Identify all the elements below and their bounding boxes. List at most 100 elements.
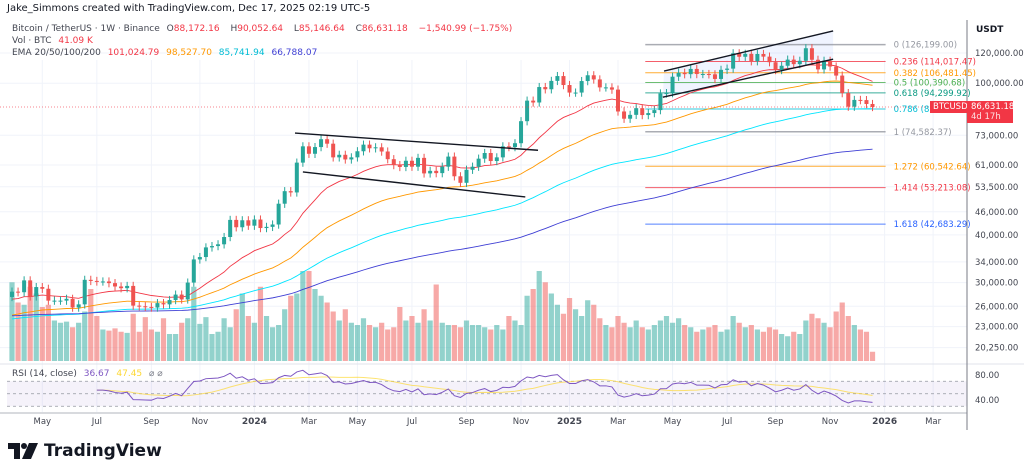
symbol-price-tag: BTCUSDT xyxy=(930,101,976,113)
volume-bar xyxy=(15,302,21,361)
candle-body xyxy=(476,158,481,167)
volume-bar xyxy=(791,331,797,361)
candle-body xyxy=(58,300,63,302)
candle xyxy=(482,148,487,163)
candle xyxy=(809,44,814,64)
candle-body xyxy=(664,93,669,95)
candle xyxy=(306,142,311,158)
candle-body xyxy=(761,53,766,57)
volume-bar xyxy=(554,304,560,361)
volume-bar xyxy=(712,325,718,361)
candle-body xyxy=(719,69,724,79)
candle-body xyxy=(391,159,396,166)
volume-bar xyxy=(566,298,573,361)
symbol-legend[interactable]: Bitcoin / TetherUS · 1W · Binance O88,17… xyxy=(12,24,516,34)
volume-bar xyxy=(869,351,876,361)
candle xyxy=(658,89,663,115)
candle-body xyxy=(28,280,33,297)
volume-bar xyxy=(421,309,427,361)
price-axis-label: 120,000.00 xyxy=(975,49,1024,59)
candle xyxy=(397,160,402,172)
candle xyxy=(464,165,469,187)
candle-body xyxy=(464,169,469,183)
candle xyxy=(300,142,305,167)
candle xyxy=(767,52,772,67)
volume-bar xyxy=(9,282,15,361)
candle-body xyxy=(549,80,554,90)
time-axis-label: Mar xyxy=(301,417,318,427)
candle xyxy=(282,187,287,208)
volume-bar xyxy=(857,329,863,361)
candle-body xyxy=(270,224,275,227)
volume-bar xyxy=(754,329,760,361)
rsi-legend[interactable]: RSI (14, close) 36.67 47.45 ⌀ ⌀ xyxy=(12,369,167,379)
candle xyxy=(476,154,481,171)
volume-bar xyxy=(70,327,76,361)
candle-body xyxy=(149,306,154,308)
time-axis-label: May xyxy=(34,417,52,427)
candle xyxy=(537,82,542,107)
candle-body xyxy=(167,300,172,305)
candle-body xyxy=(143,306,148,308)
candle-body xyxy=(197,257,202,260)
candle xyxy=(222,232,227,249)
volume-bar xyxy=(233,309,239,361)
candle xyxy=(82,275,87,309)
candle xyxy=(113,279,118,291)
candle-body xyxy=(525,100,530,122)
candle-body xyxy=(840,75,845,94)
candle-body xyxy=(276,203,281,225)
volume-bar xyxy=(457,327,464,361)
candle xyxy=(622,107,627,123)
candle xyxy=(216,240,221,251)
low-value: 85,146.64 xyxy=(298,24,345,34)
tradingview-logo-icon xyxy=(8,443,38,459)
candle xyxy=(700,69,705,79)
volume-bar xyxy=(463,320,470,361)
time-axis-label: 2026 xyxy=(872,417,897,427)
candle xyxy=(634,104,639,120)
tradingview-logo[interactable]: TradingView xyxy=(8,441,162,461)
candle-body xyxy=(137,305,142,307)
candle xyxy=(573,88,578,97)
candle xyxy=(288,187,293,197)
volume-bar xyxy=(530,289,536,361)
volume-bar xyxy=(779,334,785,361)
candle-body xyxy=(543,87,548,90)
candle xyxy=(191,255,196,287)
volume-bar xyxy=(336,320,342,361)
candle-body xyxy=(161,303,166,305)
volume-bar xyxy=(27,286,33,361)
ema100-value: 85,741.94 xyxy=(218,48,265,58)
candle xyxy=(270,220,275,232)
volume-bar xyxy=(797,334,803,361)
volume-bar xyxy=(542,282,548,361)
ema-legend[interactable]: EMA 20/50/100/200 101,024.79 98,527.70 8… xyxy=(12,48,321,58)
candle xyxy=(88,275,93,286)
candle-body xyxy=(797,60,802,65)
candle xyxy=(40,282,45,293)
volume-bar xyxy=(476,325,482,361)
time-axis-label: Sep xyxy=(143,417,159,427)
candle-body xyxy=(482,153,487,159)
volume-bar xyxy=(173,334,179,361)
candle-body xyxy=(446,156,451,167)
volume-bar xyxy=(488,329,494,361)
candle xyxy=(597,75,602,92)
candle-body xyxy=(785,59,790,66)
rsi-ma-value: 47.45 xyxy=(116,369,143,379)
volume-legend[interactable]: Vol · BTC 41.09 K xyxy=(12,36,97,46)
price-axis-label: 61,000.00 xyxy=(975,161,1018,171)
high-label: H xyxy=(230,24,238,34)
volume-bar xyxy=(657,320,664,361)
candle-body xyxy=(452,156,457,177)
volume-bar xyxy=(82,311,88,361)
candle xyxy=(337,150,342,162)
candle xyxy=(555,71,560,86)
candle xyxy=(276,199,281,229)
volume-bar xyxy=(415,322,421,361)
candle xyxy=(779,61,784,75)
candle-body xyxy=(749,53,754,62)
candle-body xyxy=(100,281,105,283)
